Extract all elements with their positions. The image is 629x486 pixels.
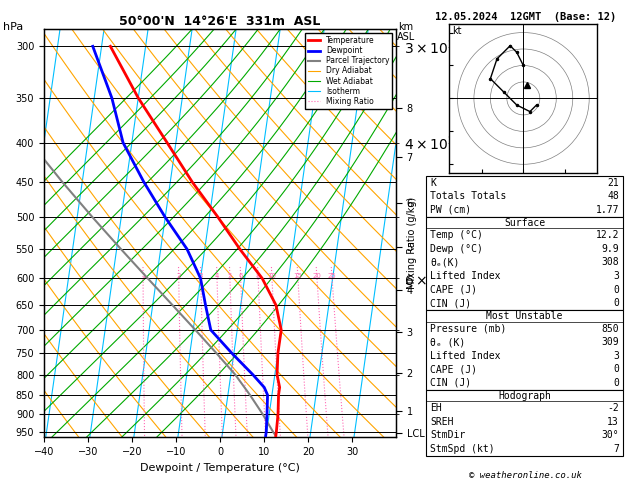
Text: Mixing Ratio (g/kg): Mixing Ratio (g/kg): [407, 197, 417, 289]
Text: 12.05.2024  12GMT  (Base: 12): 12.05.2024 12GMT (Base: 12): [435, 12, 616, 22]
Text: 1: 1: [141, 273, 145, 278]
Text: θₑ (K): θₑ (K): [430, 337, 465, 347]
Text: K: K: [430, 178, 436, 188]
Text: Surface: Surface: [504, 218, 545, 227]
Text: 3: 3: [613, 351, 619, 361]
Text: 7: 7: [613, 444, 619, 454]
Text: 8: 8: [256, 273, 260, 278]
Text: 6: 6: [238, 273, 243, 278]
Text: 0: 0: [613, 364, 619, 374]
Text: 9.9: 9.9: [601, 244, 619, 254]
Text: Lifted Index: Lifted Index: [430, 351, 501, 361]
Text: 4: 4: [214, 273, 219, 278]
Text: 30°: 30°: [601, 431, 619, 440]
Text: Pressure (mb): Pressure (mb): [430, 324, 506, 333]
Text: 3: 3: [613, 271, 619, 281]
Text: © weatheronline.co.uk: © weatheronline.co.uk: [469, 471, 582, 480]
Text: 0: 0: [613, 298, 619, 308]
Text: SREH: SREH: [430, 417, 454, 427]
Text: 3: 3: [199, 273, 203, 278]
Text: Totals Totals: Totals Totals: [430, 191, 506, 201]
Text: 1.77: 1.77: [596, 205, 619, 215]
Text: 20: 20: [313, 273, 321, 278]
Text: Hodograph: Hodograph: [498, 391, 551, 400]
Text: 850: 850: [601, 324, 619, 333]
Text: 12.2: 12.2: [596, 230, 619, 240]
Text: PW (cm): PW (cm): [430, 205, 471, 215]
Text: km
ASL: km ASL: [396, 22, 415, 42]
Text: θₑ(K): θₑ(K): [430, 258, 460, 267]
Text: Temp (°C): Temp (°C): [430, 230, 483, 240]
X-axis label: Dewpoint / Temperature (°C): Dewpoint / Temperature (°C): [140, 463, 300, 473]
Text: 2: 2: [177, 273, 181, 278]
Text: StmDir: StmDir: [430, 431, 465, 440]
Text: CAPE (J): CAPE (J): [430, 285, 477, 295]
Text: 48: 48: [607, 191, 619, 201]
Text: Dewp (°C): Dewp (°C): [430, 244, 483, 254]
Text: 5: 5: [228, 273, 232, 278]
Text: 0: 0: [613, 285, 619, 295]
Legend: Temperature, Dewpoint, Parcel Trajectory, Dry Adiabat, Wet Adiabat, Isotherm, Mi: Temperature, Dewpoint, Parcel Trajectory…: [305, 33, 392, 109]
Text: 10: 10: [267, 273, 276, 278]
Text: kt: kt: [452, 26, 462, 36]
Title: 50°00'N  14°26'E  331m  ASL: 50°00'N 14°26'E 331m ASL: [120, 15, 321, 28]
Text: Most Unstable: Most Unstable: [486, 311, 563, 321]
Text: CIN (J): CIN (J): [430, 378, 471, 388]
Text: -2: -2: [607, 403, 619, 413]
Text: 25: 25: [328, 273, 337, 278]
Text: CIN (J): CIN (J): [430, 298, 471, 308]
Text: Lifted Index: Lifted Index: [430, 271, 501, 281]
Text: hPa: hPa: [3, 22, 23, 32]
Text: StmSpd (kt): StmSpd (kt): [430, 444, 495, 454]
Text: CAPE (J): CAPE (J): [430, 364, 477, 374]
Text: 21: 21: [607, 178, 619, 188]
Text: EH: EH: [430, 403, 442, 413]
Text: 15: 15: [293, 273, 302, 278]
Text: 0: 0: [613, 378, 619, 388]
Text: 13: 13: [607, 417, 619, 427]
Text: 308: 308: [601, 258, 619, 267]
Text: 309: 309: [601, 337, 619, 347]
